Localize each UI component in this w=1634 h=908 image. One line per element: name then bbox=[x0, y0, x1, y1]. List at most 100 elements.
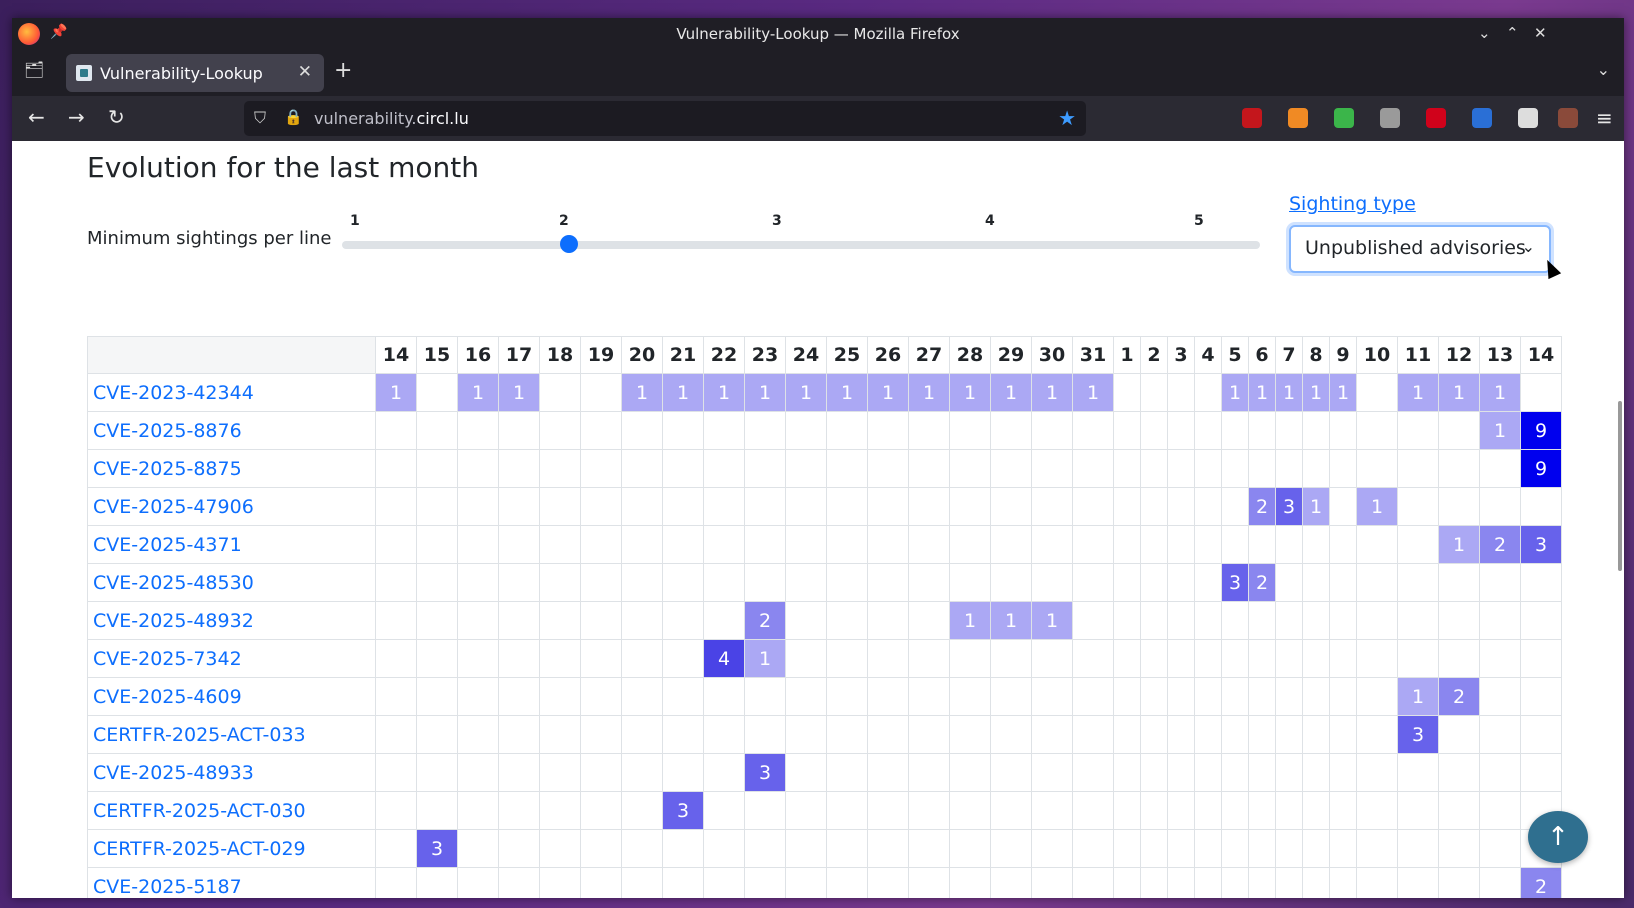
ublock-icon[interactable] bbox=[1242, 108, 1262, 128]
day-header: 24 bbox=[785, 336, 827, 374]
heatmap-cell bbox=[1479, 715, 1521, 754]
heatmap-cell: 1 bbox=[744, 639, 786, 678]
heatmap-cell bbox=[1194, 753, 1222, 792]
heatmap-cell bbox=[990, 829, 1032, 868]
heatmap-cell bbox=[1329, 449, 1357, 488]
heatmap-cell bbox=[1438, 867, 1480, 898]
heatmap-cell bbox=[949, 715, 991, 754]
heatmap-cell bbox=[826, 601, 868, 640]
heatmap-cell bbox=[908, 449, 950, 488]
vulnerability-link[interactable]: CERTFR-2025-ACT-033 bbox=[87, 715, 376, 754]
min-sightings-slider[interactable]: 1 2 3 4 5 bbox=[342, 213, 1262, 263]
heatmap-cell bbox=[1479, 563, 1521, 602]
heatmap-cell bbox=[1275, 639, 1303, 678]
slider-track[interactable] bbox=[342, 241, 1260, 249]
heatmap-cell bbox=[1479, 677, 1521, 716]
heatmap-cell bbox=[1329, 639, 1357, 678]
hamburger-menu-icon[interactable]: ≡ bbox=[1596, 106, 1613, 130]
heatmap-cell bbox=[1397, 563, 1439, 602]
heatmap-cell bbox=[703, 411, 745, 450]
heatmap-cell bbox=[1221, 639, 1249, 678]
heatmap-cell bbox=[457, 753, 499, 792]
heatmap-cell bbox=[1479, 639, 1521, 678]
vulnerability-link[interactable]: CERTFR-2025-ACT-029 bbox=[87, 829, 376, 868]
profile-extension-icon[interactable] bbox=[1558, 108, 1578, 128]
heatmap-cell bbox=[1167, 449, 1195, 488]
heatmap-cell bbox=[1194, 411, 1222, 450]
close-tab-icon[interactable]: ✕ bbox=[297, 62, 312, 82]
minimize-button[interactable]: ⌄ bbox=[1478, 24, 1491, 42]
heatmap-cell bbox=[908, 715, 950, 754]
heatmap-cell bbox=[1520, 677, 1562, 716]
vulnerability-link[interactable]: CVE-2025-48530 bbox=[87, 563, 376, 602]
slider-tick: 3 bbox=[772, 213, 782, 229]
sighting-type-select[interactable]: Unpublished advisories ⌄ bbox=[1289, 225, 1551, 273]
tracking-shield-icon[interactable]: ⛉ bbox=[254, 108, 267, 127]
sheet-extension-icon[interactable] bbox=[1334, 108, 1354, 128]
scroll-to-top-button[interactable]: ↑ bbox=[1528, 811, 1588, 863]
heatmap-cell bbox=[621, 677, 663, 716]
eye-extension-icon[interactable] bbox=[1380, 108, 1400, 128]
close-window-button[interactable]: ✕ bbox=[1534, 24, 1547, 42]
heatmap-cell: 1 bbox=[1031, 601, 1073, 640]
heatmap-cell bbox=[1072, 753, 1114, 792]
heatmap-cell bbox=[1221, 449, 1249, 488]
heatmap-cell bbox=[1479, 449, 1521, 488]
heatmap-cell bbox=[539, 791, 581, 830]
vulnerability-link[interactable]: CVE-2025-8876 bbox=[87, 411, 376, 450]
new-tab-button[interactable]: + bbox=[334, 58, 353, 83]
pin-icon[interactable]: 📌 bbox=[50, 24, 68, 40]
tab-overflow-chevron-icon[interactable]: ⌄ bbox=[1596, 60, 1610, 79]
red-extension-icon[interactable] bbox=[1426, 108, 1446, 128]
heatmap-cell bbox=[621, 829, 663, 868]
reload-icon[interactable]: ↻ bbox=[108, 105, 125, 129]
nav-toolbar: ← → ↻ ⛉ 🔒 vulnerability.circl.lu ★ ≡ bbox=[12, 96, 1624, 141]
triangle-extension-icon[interactable] bbox=[1472, 108, 1492, 128]
url-text[interactable]: vulnerability.circl.lu bbox=[314, 109, 469, 128]
heatmap-cell bbox=[1302, 753, 1330, 792]
heatmap-cell bbox=[744, 449, 786, 488]
vulnerability-link[interactable]: CVE-2023-42344 bbox=[87, 373, 376, 412]
heatmap-cell bbox=[1438, 715, 1480, 754]
heatmap-cell: 2 bbox=[1248, 563, 1276, 602]
vulnerability-link[interactable]: CVE-2025-4371 bbox=[87, 525, 376, 564]
sighting-type-link[interactable]: Sighting type bbox=[1289, 193, 1416, 215]
heatmap-cell bbox=[1167, 411, 1195, 450]
heatmap-cell bbox=[539, 487, 581, 526]
tab-list-icon[interactable]: 🗂 bbox=[24, 60, 45, 79]
day-header: 19 bbox=[580, 336, 622, 374]
vulnerability-link[interactable]: CERTFR-2025-ACT-030 bbox=[87, 791, 376, 830]
puzzle-extensions-icon[interactable] bbox=[1518, 108, 1538, 128]
heatmap-cell bbox=[498, 677, 540, 716]
vulnerability-link[interactable]: CVE-2025-48932 bbox=[87, 601, 376, 640]
trash-extension-icon[interactable] bbox=[1288, 108, 1308, 128]
heatmap-cell bbox=[703, 449, 745, 488]
back-arrow-icon[interactable]: ← bbox=[28, 105, 45, 129]
heatmap-cell bbox=[703, 601, 745, 640]
vulnerability-link[interactable]: CVE-2025-4609 bbox=[87, 677, 376, 716]
heatmap-cell bbox=[744, 791, 786, 830]
heatmap-cell bbox=[1397, 411, 1439, 450]
vulnerability-link[interactable]: CVE-2025-8875 bbox=[87, 449, 376, 488]
lock-icon[interactable]: 🔒 bbox=[284, 108, 303, 126]
slider-thumb[interactable] bbox=[560, 235, 578, 253]
heatmap-cell bbox=[416, 867, 458, 898]
heatmap-cell bbox=[539, 639, 581, 678]
bookmark-star-icon[interactable]: ★ bbox=[1058, 106, 1076, 130]
tab-vulnerability-lookup[interactable]: Vulnerability-Lookup ✕ bbox=[66, 54, 324, 92]
page-scrollbar[interactable] bbox=[1618, 401, 1622, 571]
heatmap-cell bbox=[1113, 791, 1141, 830]
heatmap-cell bbox=[1275, 563, 1303, 602]
forward-arrow-icon[interactable]: → bbox=[68, 105, 85, 129]
vulnerability-link[interactable]: CVE-2025-47906 bbox=[87, 487, 376, 526]
address-bar[interactable]: ⛉ 🔒 vulnerability.circl.lu ★ bbox=[244, 101, 1086, 136]
maximize-button[interactable]: ⌃ bbox=[1506, 24, 1519, 42]
vulnerability-link[interactable]: CVE-2025-5187 bbox=[87, 867, 376, 898]
heatmap-cell bbox=[703, 791, 745, 830]
vulnerability-link[interactable]: CVE-2025-48933 bbox=[87, 753, 376, 792]
heatmap-cell bbox=[1221, 487, 1249, 526]
heatmap-cell bbox=[867, 601, 909, 640]
vulnerability-link[interactable]: CVE-2025-7342 bbox=[87, 639, 376, 678]
heatmap-cell bbox=[1140, 449, 1168, 488]
heatmap-cell bbox=[785, 525, 827, 564]
